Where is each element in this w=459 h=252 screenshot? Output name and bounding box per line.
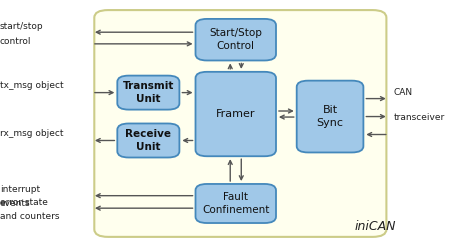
Text: events: events: [0, 199, 31, 208]
Text: Transmit
Unit: Transmit Unit: [123, 81, 174, 104]
Text: transceiver: transceiver: [392, 113, 443, 122]
Text: and counters: and counters: [0, 212, 59, 221]
Text: interrupt: interrupt: [0, 185, 40, 195]
FancyBboxPatch shape: [195, 184, 275, 223]
FancyBboxPatch shape: [195, 72, 275, 156]
Text: Bit
Sync: Bit Sync: [316, 105, 343, 128]
FancyBboxPatch shape: [117, 76, 179, 110]
Text: start/stop: start/stop: [0, 22, 44, 31]
FancyBboxPatch shape: [195, 19, 275, 60]
FancyBboxPatch shape: [94, 10, 386, 237]
Text: tx_msg object: tx_msg object: [0, 81, 63, 90]
Text: Fault
Confinement: Fault Confinement: [202, 192, 269, 215]
Text: Framer: Framer: [216, 109, 255, 119]
FancyBboxPatch shape: [296, 81, 363, 152]
Text: Receive
Unit: Receive Unit: [125, 129, 171, 152]
Text: control: control: [0, 37, 31, 46]
Text: Start/Stop
Control: Start/Stop Control: [209, 28, 262, 51]
Text: CAN: CAN: [392, 88, 412, 97]
FancyBboxPatch shape: [117, 123, 179, 158]
Text: iniCAN: iniCAN: [353, 220, 395, 233]
Text: rx_msg object: rx_msg object: [0, 129, 63, 138]
Text: error state: error state: [0, 198, 48, 207]
